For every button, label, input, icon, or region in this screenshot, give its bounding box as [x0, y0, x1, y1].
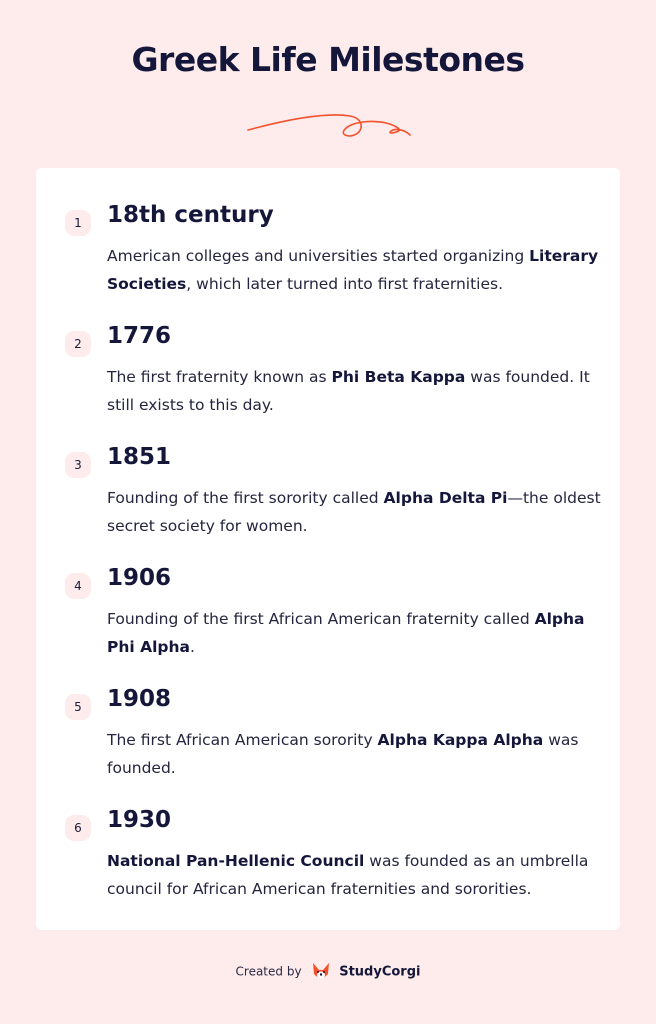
description-text: —the oldest secret society for women. — [107, 489, 601, 535]
milestone-description: American colleges and universities start… — [107, 242, 607, 298]
description-bold-name: Alpha Kappa Alpha — [377, 731, 544, 749]
description-text: Founding of the first African American f… — [107, 610, 535, 628]
milestone-year: 1906 — [107, 565, 172, 591]
step-number-badge: 6 — [65, 815, 91, 841]
description-text: was founded. — [107, 731, 579, 777]
squiggle-decoration-icon — [247, 114, 411, 137]
footer: Created by StudyCorgi — [0, 962, 656, 982]
milestone-year: 1908 — [107, 686, 172, 712]
milestone-year: 1851 — [107, 444, 172, 470]
milestone-description: National Pan-Hellenic Council was founde… — [107, 847, 607, 903]
description-text: The first African American sorority — [107, 731, 378, 749]
milestone-description: The first fraternity known as Phi Beta K… — [107, 363, 607, 419]
brand-name: StudyCorgi — [339, 964, 421, 980]
milestone-year: 1776 — [107, 323, 172, 349]
step-number-badge: 4 — [65, 573, 91, 599]
description-text: Founding of the first sorority called — [107, 489, 384, 507]
description-text: was founded. It still exists to this day… — [107, 368, 590, 414]
description-text: American colleges and universities start… — [107, 247, 530, 265]
corgi-icon — [313, 963, 330, 979]
milestone-year: 1930 — [107, 807, 172, 833]
step-number-badge: 1 — [65, 210, 91, 236]
description-text: . — [190, 638, 195, 656]
description-bold-name: National Pan-Hellenic Council — [107, 852, 365, 870]
page-title: Greek Life Milestones — [131, 40, 525, 79]
description-text: was founded as an umbrella council for A… — [107, 852, 589, 898]
milestone-description: The first African American sorority Alph… — [107, 726, 607, 782]
milestone-year: 18th century — [107, 202, 274, 228]
milestone-description: Founding of the first African American f… — [107, 605, 607, 661]
step-number-badge: 3 — [65, 452, 91, 478]
description-bold-name: Alpha Phi Alpha — [107, 610, 585, 656]
created-by-label: Created by — [235, 964, 302, 979]
description-text: , which later turned into first fraterni… — [186, 275, 504, 293]
description-bold-name: Literary Societies — [107, 247, 599, 293]
description-text: The first fraternity known as — [107, 368, 332, 386]
description-bold-name: Alpha Delta Pi — [383, 489, 508, 507]
milestone-description: Founding of the first sorority called Al… — [107, 484, 607, 540]
step-number-badge: 2 — [65, 331, 91, 357]
description-bold-name: Phi Beta Kappa — [331, 368, 466, 386]
step-number-badge: 5 — [65, 694, 91, 720]
milestones-card: 1 18th century American colleges and uni… — [36, 168, 620, 930]
